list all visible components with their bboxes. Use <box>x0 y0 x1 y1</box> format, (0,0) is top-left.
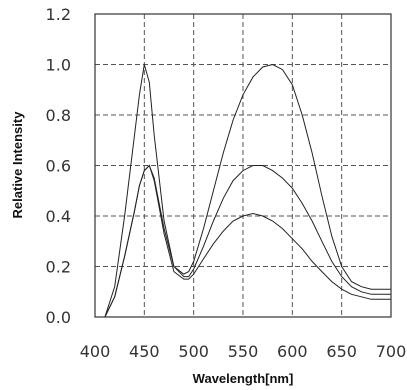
grid-lines <box>95 14 391 317</box>
x-tick-label: 500 <box>178 342 209 361</box>
y-tick-label: 0.4 <box>46 207 71 226</box>
y-axis-title: Relative Intensity <box>10 111 25 219</box>
y-tick-label: 1.0 <box>46 56 71 75</box>
x-axis-title: Wavelength[nm] <box>193 371 294 386</box>
y-tick-label: 0.8 <box>46 106 71 125</box>
y-tick-label: 0.6 <box>46 157 71 176</box>
series-lines <box>104 63 391 318</box>
x-tick-label: 700 <box>376 342 407 361</box>
y-tick-label: 1.2 <box>46 5 71 24</box>
x-tick-labels: 400 450 500 550 600 650 700 <box>80 342 407 361</box>
x-tick-label: 600 <box>277 342 308 361</box>
y-tick-label: 0.0 <box>46 308 71 327</box>
x-tick-label: 550 <box>228 342 259 361</box>
series-line-3 <box>104 164 391 318</box>
x-tick-label: 650 <box>326 342 357 361</box>
y-tick-labels: 0.0 0.2 0.4 0.6 0.8 1.0 1.2 <box>46 5 71 327</box>
y-tick-label: 0.2 <box>46 258 71 277</box>
x-tick-label: 450 <box>129 342 160 361</box>
series-line-1 <box>104 63 391 318</box>
plot-frame <box>94 13 392 318</box>
x-tick-label: 400 <box>80 342 111 361</box>
series-line-2 <box>104 164 391 318</box>
